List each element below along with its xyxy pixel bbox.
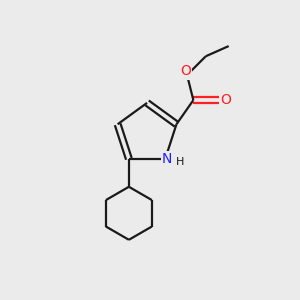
- Text: H: H: [176, 158, 184, 167]
- Text: N: N: [162, 152, 172, 166]
- Text: O: O: [220, 93, 231, 107]
- Text: O: O: [180, 64, 191, 79]
